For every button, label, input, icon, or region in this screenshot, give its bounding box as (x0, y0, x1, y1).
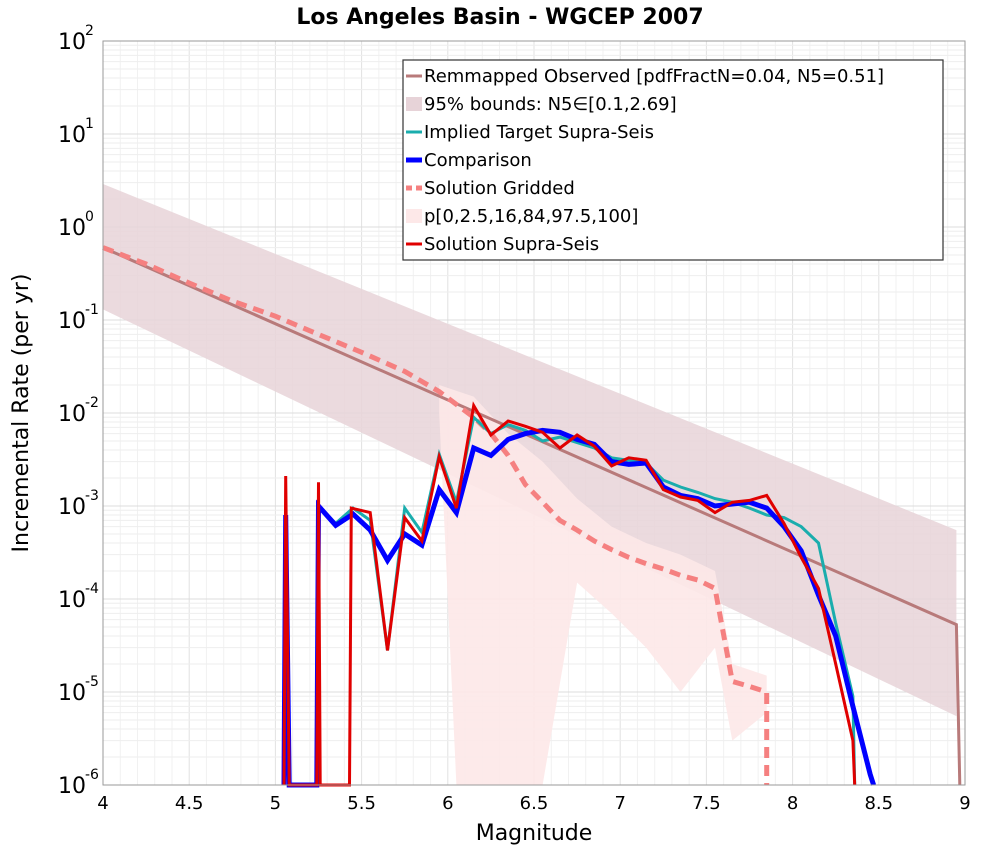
legend-label: 95% bounds: N5∈[0.1,2.69] (424, 94, 677, 115)
x-tick-label: 4.5 (175, 793, 204, 814)
series-solution-supra-seis (282, 401, 857, 787)
y-tick: 10 -2 (58, 395, 99, 427)
y-tick: 10 -6 (58, 767, 99, 799)
y-tick-base: 10 (58, 774, 86, 799)
legend-label: Comparison (424, 150, 532, 171)
legend-label: p[0,2.5,16,84,97.5,100] (424, 206, 638, 227)
y-tick-exponent: -3 (85, 488, 99, 504)
y-tick-base: 10 (58, 588, 86, 613)
y-tick-base: 10 (58, 681, 86, 706)
y-tick: 10 -1 (58, 302, 99, 334)
legend-swatch (406, 97, 422, 111)
y-tick: 10 -3 (58, 488, 99, 520)
y-tick: 10 2 (58, 23, 94, 55)
legend-item: Implied Target Supra-Seis (406, 122, 654, 143)
legend-label: Remmapped Observed [pdfFractN=0.04, N5=0… (424, 66, 884, 87)
legend-label: Solution Gridded (424, 178, 575, 199)
y-tick-exponent: 2 (85, 23, 94, 39)
legend-item: Solution Supra-Seis (406, 234, 599, 255)
series-percentile-band (439, 385, 767, 785)
x-tick-label: 9 (959, 793, 970, 814)
y-tick-exponent: 0 (85, 209, 94, 225)
x-tick-label: 7.5 (692, 793, 721, 814)
y-tick-base: 10 (58, 216, 86, 241)
chart-title: Los Angeles Basin - WGCEP 2007 (296, 5, 703, 30)
legend-item: p[0,2.5,16,84,97.5,100] (406, 206, 638, 227)
legend-swatch (406, 209, 422, 223)
series-95-bounds-band (103, 184, 957, 717)
series-solution-gridded (102, 245, 770, 785)
legend: Remmapped Observed [pdfFractN=0.04, N5=0… (402, 59, 944, 261)
y-tick-base: 10 (58, 402, 86, 427)
x-axis-label: Magnitude (476, 821, 593, 846)
x-tick-label: 4 (97, 793, 108, 814)
y-tick-exponent: -4 (85, 581, 99, 597)
x-tick-label: 8 (787, 793, 798, 814)
series-layer (102, 184, 962, 788)
legend-label: Solution Supra-Seis (424, 234, 599, 255)
y-tick-base: 10 (58, 30, 86, 55)
x-tick-label: 5 (270, 793, 281, 814)
series-comparison (281, 427, 876, 788)
y-tick-exponent: -6 (85, 767, 99, 783)
y-tick-exponent: -5 (85, 674, 99, 690)
y-tick-exponent: -2 (85, 395, 99, 411)
plot-frame (102, 40, 966, 786)
y-tick: 10 0 (58, 209, 94, 241)
x-tick-label: 6.5 (520, 793, 549, 814)
x-tick-label: 7 (614, 793, 625, 814)
y-axis-label: Incremental Rate (per yr) (9, 274, 34, 553)
y-tick: 10 -4 (58, 581, 99, 613)
y-tick: 10 -5 (58, 674, 99, 706)
y-tick-base: 10 (58, 123, 86, 148)
legend-item: 95% bounds: N5∈[0.1,2.69] (406, 94, 677, 115)
y-tick-exponent: -1 (85, 302, 99, 318)
x-tick-label: 8.5 (864, 793, 893, 814)
x-tick-label: 5.5 (347, 793, 376, 814)
y-tick-exponent: 1 (85, 116, 94, 132)
y-tick-base: 10 (58, 495, 86, 520)
legend-item: Solution Gridded (406, 178, 575, 199)
legend-item: Comparison (406, 150, 532, 171)
series-remapped-observed (102, 246, 962, 786)
legend-item: Remmapped Observed [pdfFractN=0.04, N5=0… (406, 66, 884, 87)
legend-label: Implied Target Supra-Seis (424, 122, 654, 143)
x-ticks: 4 4.5 5 5.5 6 6.5 7 7.5 8 8.5 9 (97, 793, 970, 814)
legend-box (402, 59, 944, 261)
y-tick-base: 10 (58, 309, 86, 334)
x-tick-label: 6 (442, 793, 453, 814)
y-tick: 10 1 (58, 116, 94, 148)
